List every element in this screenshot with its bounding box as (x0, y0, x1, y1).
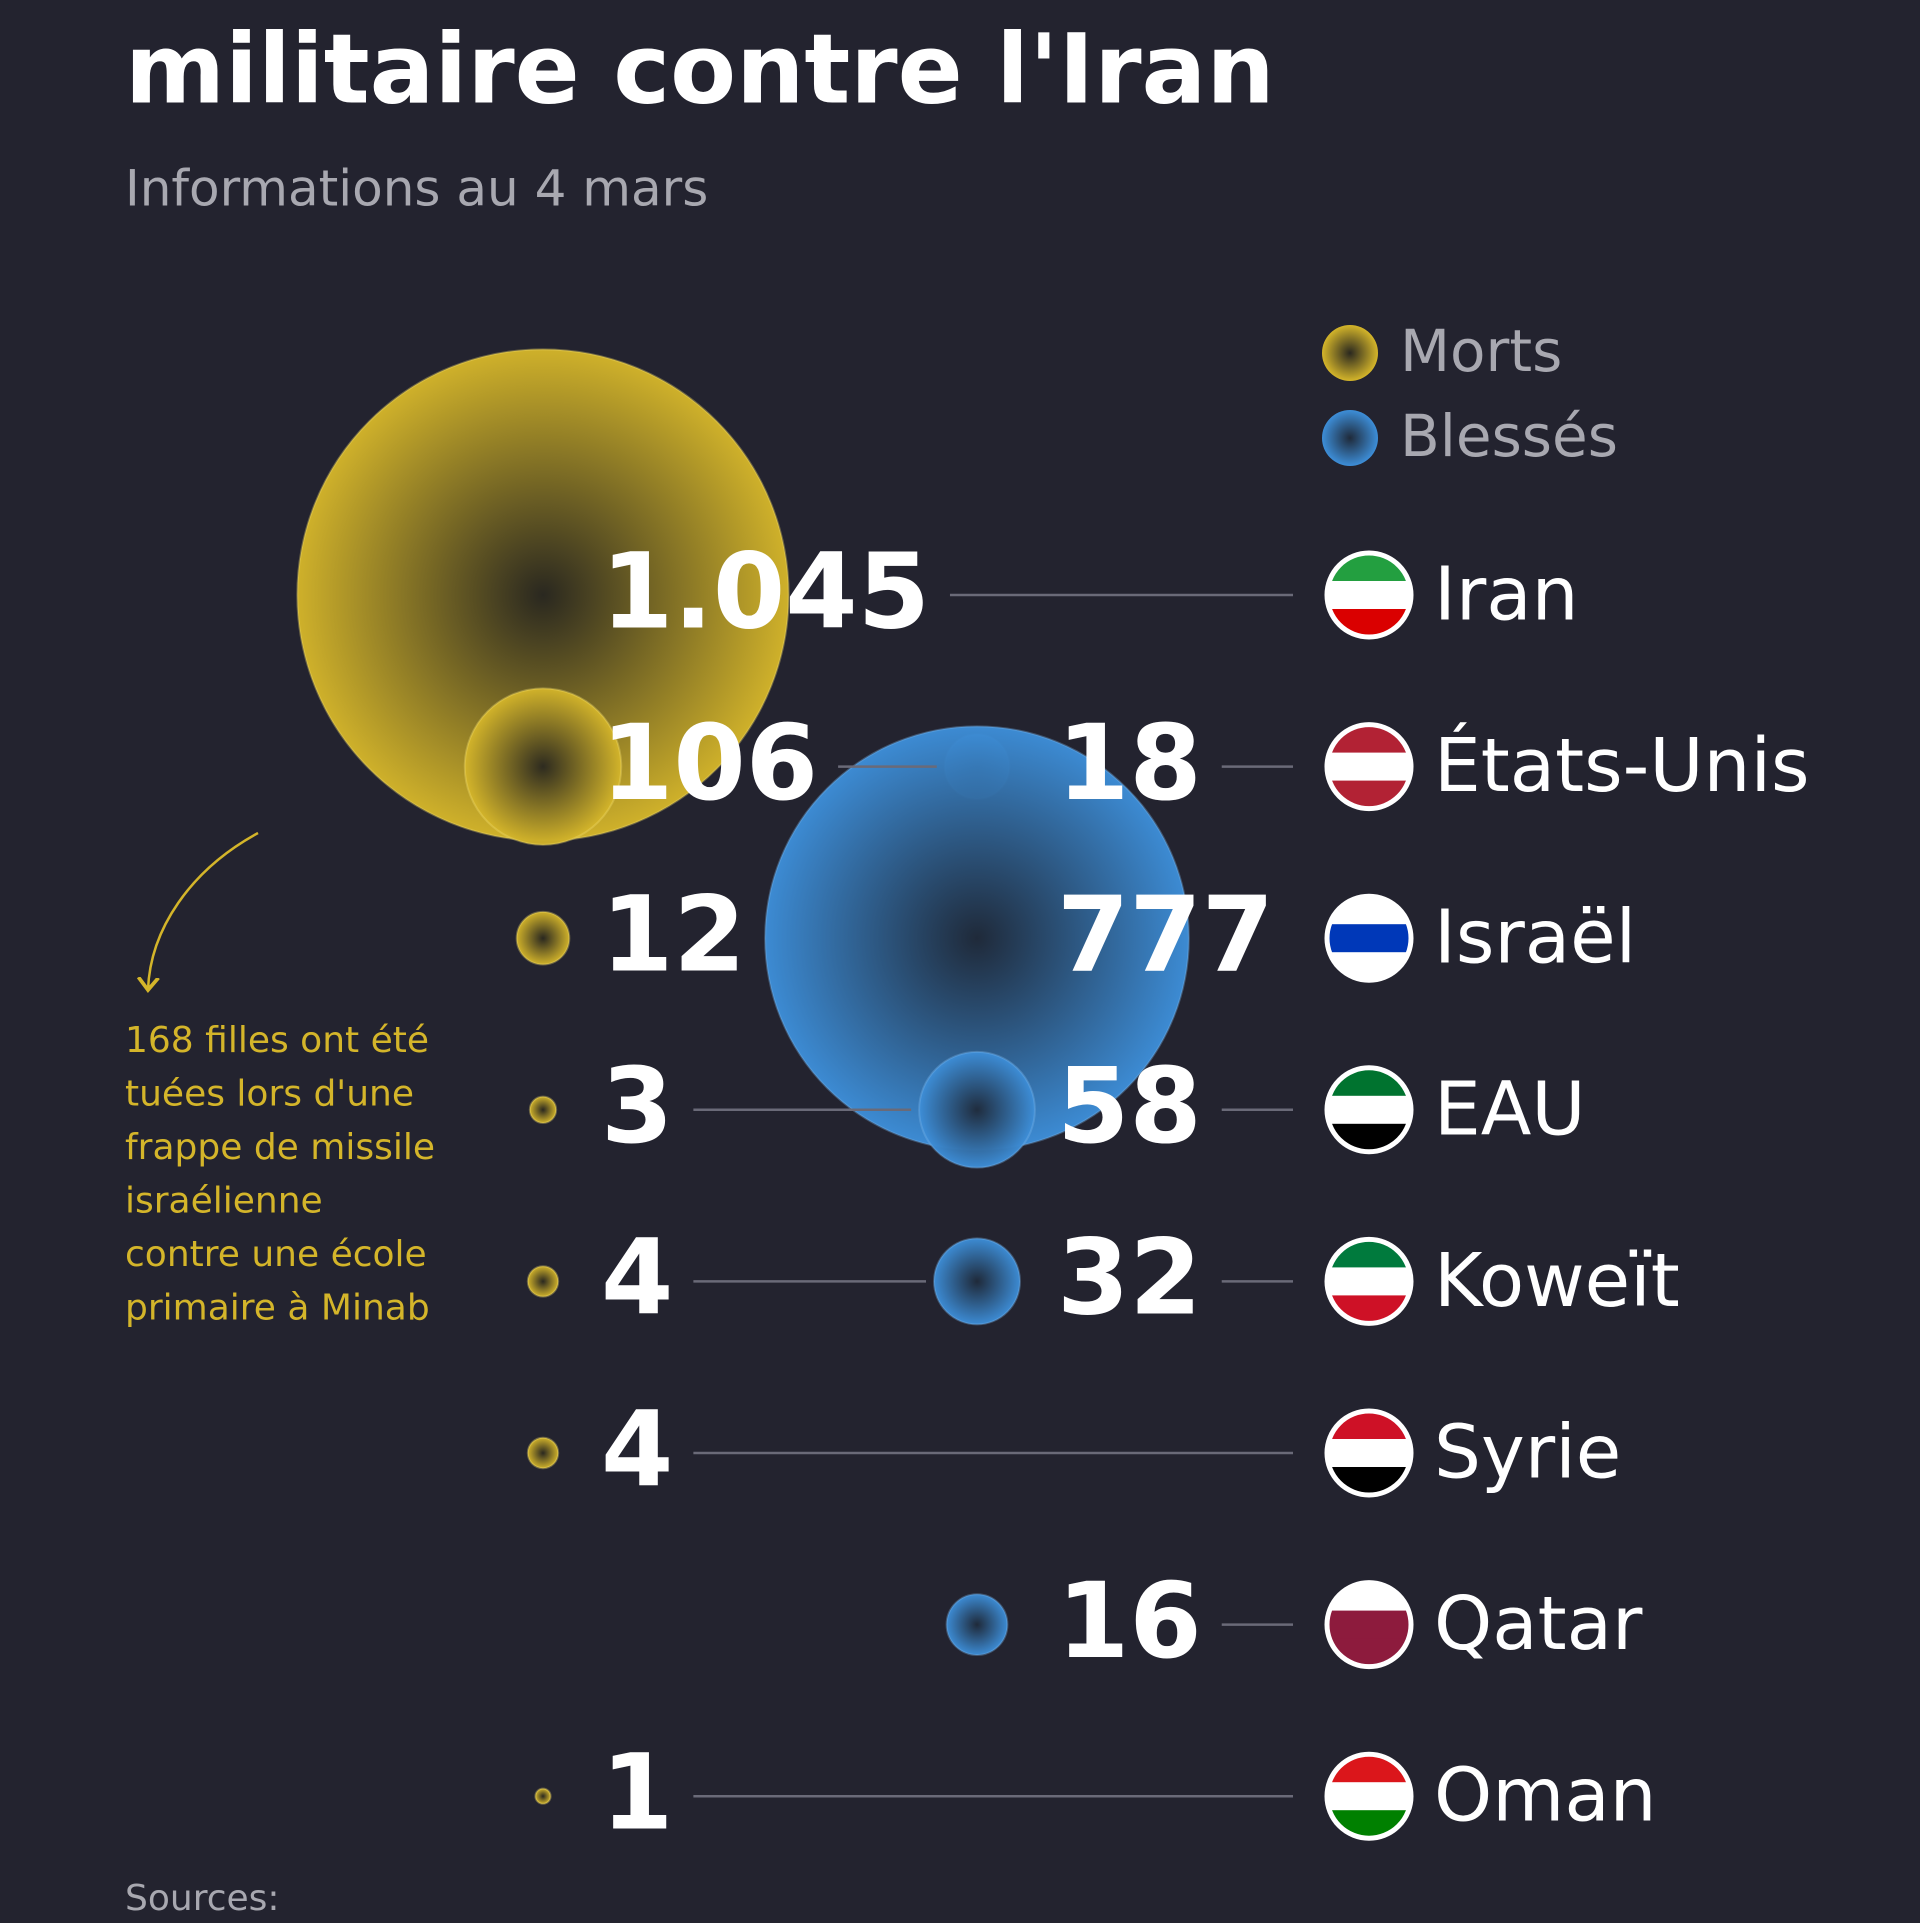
country-label: Qatar (1434, 1581, 1643, 1667)
legend-swatch (1322, 325, 1378, 381)
annotation-line: contre une école (125, 1234, 427, 1275)
chart-subtitle: Informations au 4 mars (125, 160, 708, 218)
value-label: 4 (601, 1388, 673, 1510)
legend-label: Blessés (1400, 402, 1618, 470)
flag-stripe (1327, 1782, 1411, 1812)
country-label: Koweït (1434, 1238, 1680, 1324)
value-label: 4 (601, 1217, 673, 1339)
flag-ring (1324, 722, 1414, 812)
flag-stripe (1327, 924, 1411, 954)
value-label: 3 (601, 1045, 673, 1167)
annotation-line: israélienne (125, 1181, 323, 1222)
bubble (534, 1787, 552, 1805)
flag-stripe (1327, 1610, 1411, 1640)
bubble (933, 1237, 1021, 1326)
legend-swatch (1322, 410, 1378, 466)
flag-ring (1324, 550, 1414, 640)
value-label: 58 (1057, 1045, 1202, 1167)
annotation: 168 filles ont été tuées lors d'une frappe… (125, 1020, 435, 1329)
value-label: 1.045 (601, 530, 930, 652)
flag-ring (1324, 1580, 1414, 1670)
annotation-line: primaire à Minab (125, 1288, 430, 1329)
value-label: 106 (601, 702, 818, 824)
country-label: États-Unis (1434, 721, 1810, 809)
value-label: 16 (1057, 1560, 1202, 1682)
bubble (918, 1050, 1036, 1169)
bubble (528, 1095, 558, 1124)
country-label: Syrie (1434, 1410, 1621, 1496)
annotation-arrow (148, 831, 259, 990)
flag-ring (1324, 1408, 1414, 1498)
country-label: Oman (1434, 1753, 1657, 1839)
flag-ring (1324, 1751, 1414, 1841)
source: Sources: (125, 1878, 280, 1919)
bubble (526, 1436, 560, 1470)
value-label: 32 (1057, 1217, 1202, 1339)
flag-stripe (1327, 752, 1411, 782)
bubble (515, 910, 571, 966)
annotation-line: frappe de missile (125, 1127, 435, 1168)
country-label: EAU (1434, 1066, 1586, 1152)
flag-stripe (1327, 1439, 1411, 1468)
flag-stripe (1327, 581, 1411, 610)
legend-label: Morts (1400, 317, 1562, 385)
connector-lines (693, 593, 1293, 1798)
bubble (463, 687, 623, 846)
bubble (526, 1265, 560, 1298)
flag-stripe (1327, 1095, 1411, 1125)
country-label: Israël (1434, 895, 1636, 981)
flag-ring (1324, 1065, 1414, 1155)
annotation-line: tuées lors d'une (125, 1074, 414, 1115)
value-label: 12 (601, 874, 746, 996)
legend: Morts Blessés (1322, 317, 1618, 470)
bubble (945, 1593, 1009, 1656)
value-label: 1 (601, 1732, 673, 1854)
bubbles (296, 348, 1190, 1805)
flag-ring (1324, 1236, 1414, 1326)
annotation-line: 168 filles ont été (125, 1020, 429, 1061)
value-label: 777 (1057, 874, 1274, 996)
value-label: 18 (1057, 702, 1202, 824)
flag-ring (1324, 893, 1414, 983)
country-label: Iran (1434, 552, 1579, 638)
labels: 1.045 Iran 106 18 États-Unis 12 777 Israël 3 58 EA… (601, 530, 1810, 1853)
flag-stripe (1327, 1267, 1411, 1297)
chart-title: militaire contre l'Iran (125, 13, 1275, 125)
